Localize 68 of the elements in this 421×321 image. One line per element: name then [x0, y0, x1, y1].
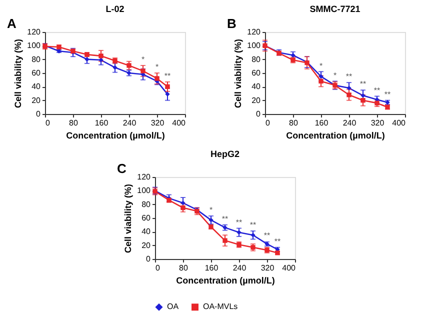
annotation: **	[250, 220, 256, 230]
text: B	[227, 16, 236, 31]
y-tick-label: 80	[142, 200, 152, 209]
y-tick-label: 40	[32, 82, 42, 92]
annotation: **	[374, 86, 380, 95]
x-tick-label: 240	[342, 118, 357, 128]
y-tick-label: 120	[137, 172, 152, 182]
text: A	[7, 16, 17, 31]
x-tick-label: 400	[282, 264, 296, 272]
y-tick-label: 80	[252, 54, 262, 64]
y-tick-label: 120	[247, 28, 262, 36]
y-tick-label: 0	[256, 110, 262, 118]
x-axis-title: Concentration (µmol/L)	[176, 276, 275, 286]
x-tick-label: 80	[289, 118, 298, 128]
y-axis-title: Cell viability (%)	[123, 184, 134, 254]
x-axis-title: Concentration (µmol/L)	[66, 130, 165, 140]
annotation: **	[346, 72, 352, 82]
annotation: *	[333, 70, 337, 80]
x-tick-label: 400	[172, 118, 186, 128]
x-tick-label: 0	[46, 118, 50, 128]
x-tick-label: 400	[392, 118, 406, 128]
chart-title: SMMC-7721	[310, 4, 360, 14]
x-tick-label: 80	[179, 264, 188, 272]
chart-title: HepG2	[210, 149, 240, 159]
text: C	[117, 161, 127, 176]
y-tick-label: 60	[142, 214, 152, 222]
y-tick-label: 0	[36, 110, 42, 118]
y-tick-label: 100	[137, 186, 152, 196]
annotation: **	[236, 218, 242, 227]
legend-label: OA	[167, 302, 180, 312]
x-tick-label: 0	[266, 118, 270, 128]
annotation: **	[222, 214, 228, 224]
y-tick-label: 100	[247, 41, 262, 50]
y-tick-label: 120	[27, 28, 42, 36]
y-tick-label: 20	[142, 240, 152, 250]
annotation: *	[209, 206, 213, 215]
annotation: **	[264, 230, 270, 240]
y-tick-label: 40	[252, 82, 262, 92]
x-tick-label: 160	[314, 118, 329, 128]
y-tick-label: 60	[32, 68, 42, 78]
x-tick-label: 320	[370, 118, 385, 128]
annotation: **	[274, 237, 281, 246]
x-tick-label: 80	[69, 118, 78, 128]
annotation: **	[164, 72, 171, 81]
x-tick-label: 0	[156, 264, 160, 272]
x-tick-label: 240	[232, 264, 247, 272]
x-tick-label: 240	[122, 118, 137, 128]
y-tick-label: 60	[252, 68, 262, 78]
y-axis-title: Cell viability (%)	[233, 38, 244, 108]
annotation: **	[384, 90, 391, 99]
chart-title: L-02	[106, 4, 124, 14]
y-tick-label: 20	[252, 96, 262, 105]
y-tick-label: 80	[32, 54, 42, 64]
y-tick-label: 40	[142, 227, 152, 236]
y-tick-label: 0	[146, 254, 152, 264]
x-tick-label: 160	[204, 264, 219, 272]
annotation: **	[360, 80, 366, 89]
annotation: *	[141, 55, 145, 64]
y-tick-label: 100	[27, 41, 42, 50]
legend-label: OA-MVLs	[203, 302, 238, 312]
annotation: *	[319, 61, 323, 70]
x-tick-label: 320	[150, 118, 165, 128]
x-axis-title: Concentration (µmol/L)	[286, 130, 385, 140]
y-axis-title: Cell viability (%)	[13, 38, 24, 108]
x-tick-label: 320	[260, 264, 275, 272]
annotation: *	[155, 62, 159, 72]
y-tick-label: 20	[32, 96, 42, 105]
x-tick-label: 160	[94, 118, 109, 128]
